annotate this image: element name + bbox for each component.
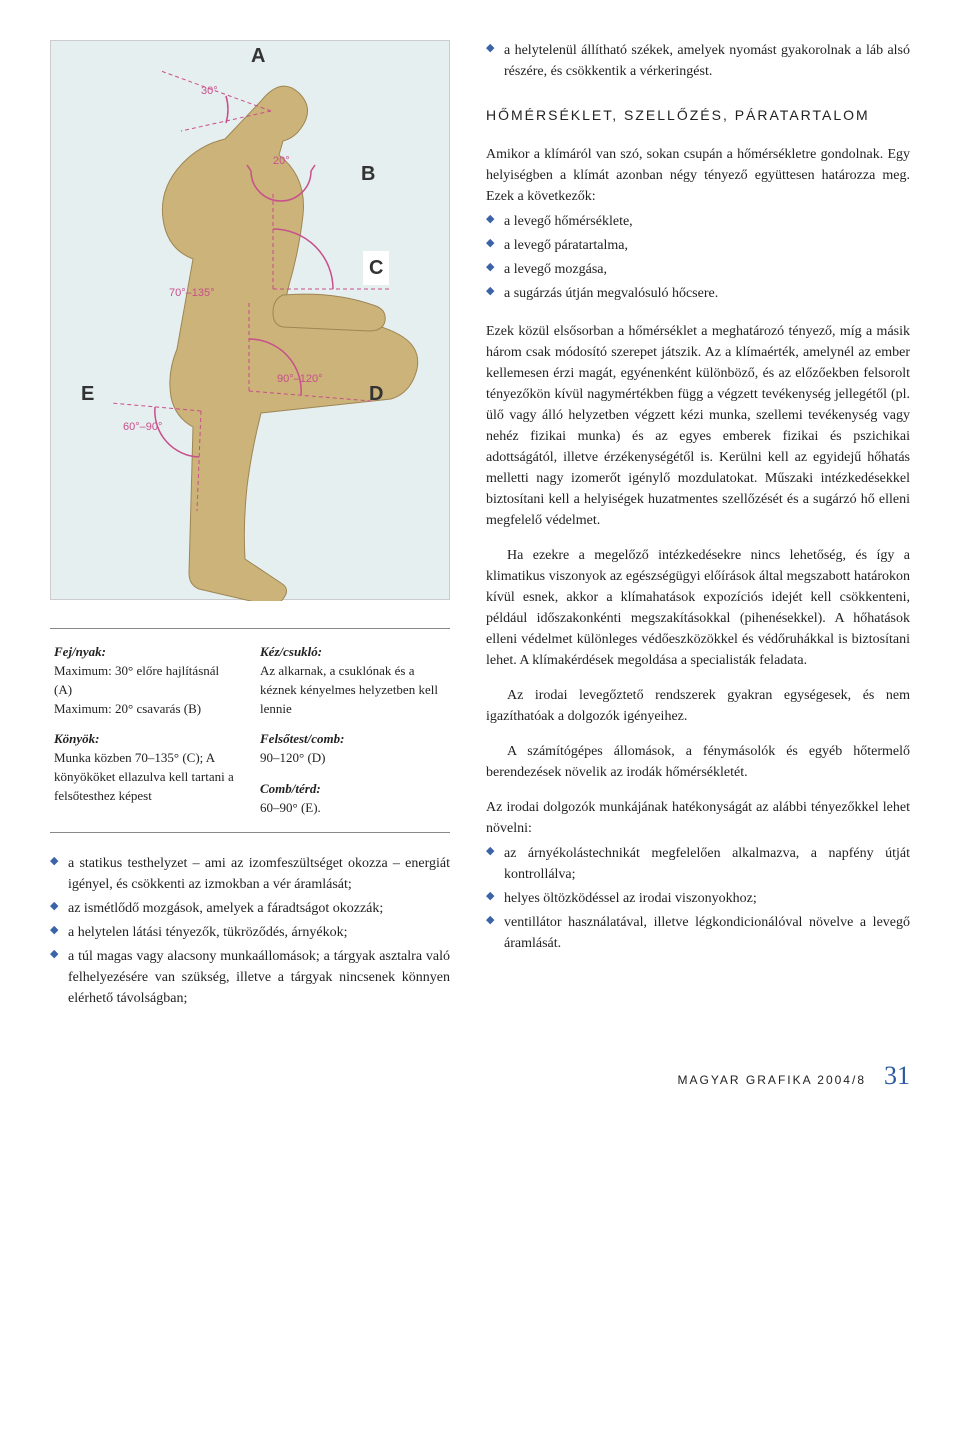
left-column: A B C D E 30° 20° 70°–135° 90°–120° 60°–… xyxy=(50,40,450,1026)
caption-body-neck: Maximum: 30° előre hajlításnál (A) Maxim… xyxy=(54,662,240,719)
caption-body-elbow: Munka közben 70–135° (C); A könyököket e… xyxy=(54,749,240,806)
caption-head-wrist: Kéz/csukló: xyxy=(260,644,322,659)
figure-label-b: B xyxy=(361,159,375,189)
figure-angle-b: 20° xyxy=(273,153,290,170)
journal-name: MAGYAR GRAFIKA 2004/8 xyxy=(677,1071,866,1089)
section-title: HŐMÉRSÉKLET, SZELLŐZÉS, PÁRATARTALOM xyxy=(486,105,910,126)
page-columns: A B C D E 30° 20° 70°–135° 90°–120° 60°–… xyxy=(50,40,910,1026)
climate-factors-list: a levegő hőmérséklete, a levegő páratart… xyxy=(486,211,910,307)
caption-body-torso: 90–120° (D) xyxy=(260,749,446,768)
list-item: a statikus testhelyzet – ami az izomfesz… xyxy=(50,853,450,895)
caption-head-neck: Fej/nyak: xyxy=(54,644,106,659)
body-paragraph-4: A számítógépes állomások, a fénymásolók … xyxy=(486,741,910,783)
list-item: a túl magas vagy alacsony munkaállomások… xyxy=(50,946,450,1009)
list-item: az árnyékolástechnikát megfelelően alkal… xyxy=(486,843,910,885)
body-paragraph-2: Ha ezekre a megelőző intézkedésekre ninc… xyxy=(486,545,910,671)
figure-label-e: E xyxy=(81,379,94,409)
caption-head-thigh: Comb/térd: xyxy=(260,781,321,796)
list-item: helyes öltözködéssel az irodai viszonyok… xyxy=(486,888,910,909)
figure-angle-e: 60°–90° xyxy=(123,419,162,436)
caption-body-wrist: Az alkarnak, a csuklónak és a kéznek kén… xyxy=(260,662,446,719)
list-item: a helytelenül állítható székek, amelyek … xyxy=(486,40,910,82)
body-paragraph-1: Ezek közül elsősorban a hőmérséklet a me… xyxy=(486,321,910,531)
caption-body-thigh: 60–90° (E). xyxy=(260,799,446,818)
outro-paragraph: Az irodai dolgozók munkájának hatékonysá… xyxy=(486,797,910,839)
intro-paragraph: Amikor a klímáról van szó, sokan csupán … xyxy=(486,144,910,207)
list-item: a helytelen látási tényezők, tükröződés,… xyxy=(50,922,450,943)
list-item: az ismétlődő mozgások, amelyek a fáradts… xyxy=(50,898,450,919)
figure-label-a: A xyxy=(251,41,265,71)
caption-left-col: Fej/nyak: Maximum: 30° előre hajlításnál… xyxy=(54,643,240,818)
caption-head-elbow: Könyök: xyxy=(54,731,100,746)
figure-label-d: D xyxy=(369,379,383,409)
left-bullet-list: a statikus testhelyzet – ami az izomfesz… xyxy=(50,853,450,1012)
improvement-list: az árnyékolástechnikát megfelelően alkal… xyxy=(486,843,910,957)
page-footer: MAGYAR GRAFIKA 2004/8 31 xyxy=(50,1056,910,1095)
figure-label-c: C xyxy=(363,251,389,285)
page-number: 31 xyxy=(884,1056,910,1095)
body-paragraph-3: Az irodai levegőztető rendszerek gyakran… xyxy=(486,685,910,727)
caption-head-torso: Felsőtest/comb: xyxy=(260,731,345,746)
posture-figure: A B C D E 30° 20° 70°–135° 90°–120° 60°–… xyxy=(50,40,450,600)
list-item: a levegő hőmérséklete, xyxy=(486,211,910,232)
figure-angle-c: 70°–135° xyxy=(169,285,215,302)
figure-svg xyxy=(51,41,451,601)
figure-caption: Fej/nyak: Maximum: 30° előre hajlításnál… xyxy=(50,628,450,833)
figure-angle-d: 90°–120° xyxy=(277,371,323,388)
list-item: a levegő páratartalma, xyxy=(486,235,910,256)
caption-right-col: Kéz/csukló: Az alkarnak, a csuklónak és … xyxy=(260,643,446,818)
right-top-bullet-list: a helytelenül állítható székek, amelyek … xyxy=(486,40,910,85)
figure-angle-a: 30° xyxy=(201,83,218,100)
list-item: a sugárzás útján megvalósuló hőcsere. xyxy=(486,283,910,304)
list-item: a levegő mozgása, xyxy=(486,259,910,280)
list-item: ventillátor használatával, illetve légko… xyxy=(486,912,910,954)
right-column: a helytelenül állítható székek, amelyek … xyxy=(486,40,910,1026)
